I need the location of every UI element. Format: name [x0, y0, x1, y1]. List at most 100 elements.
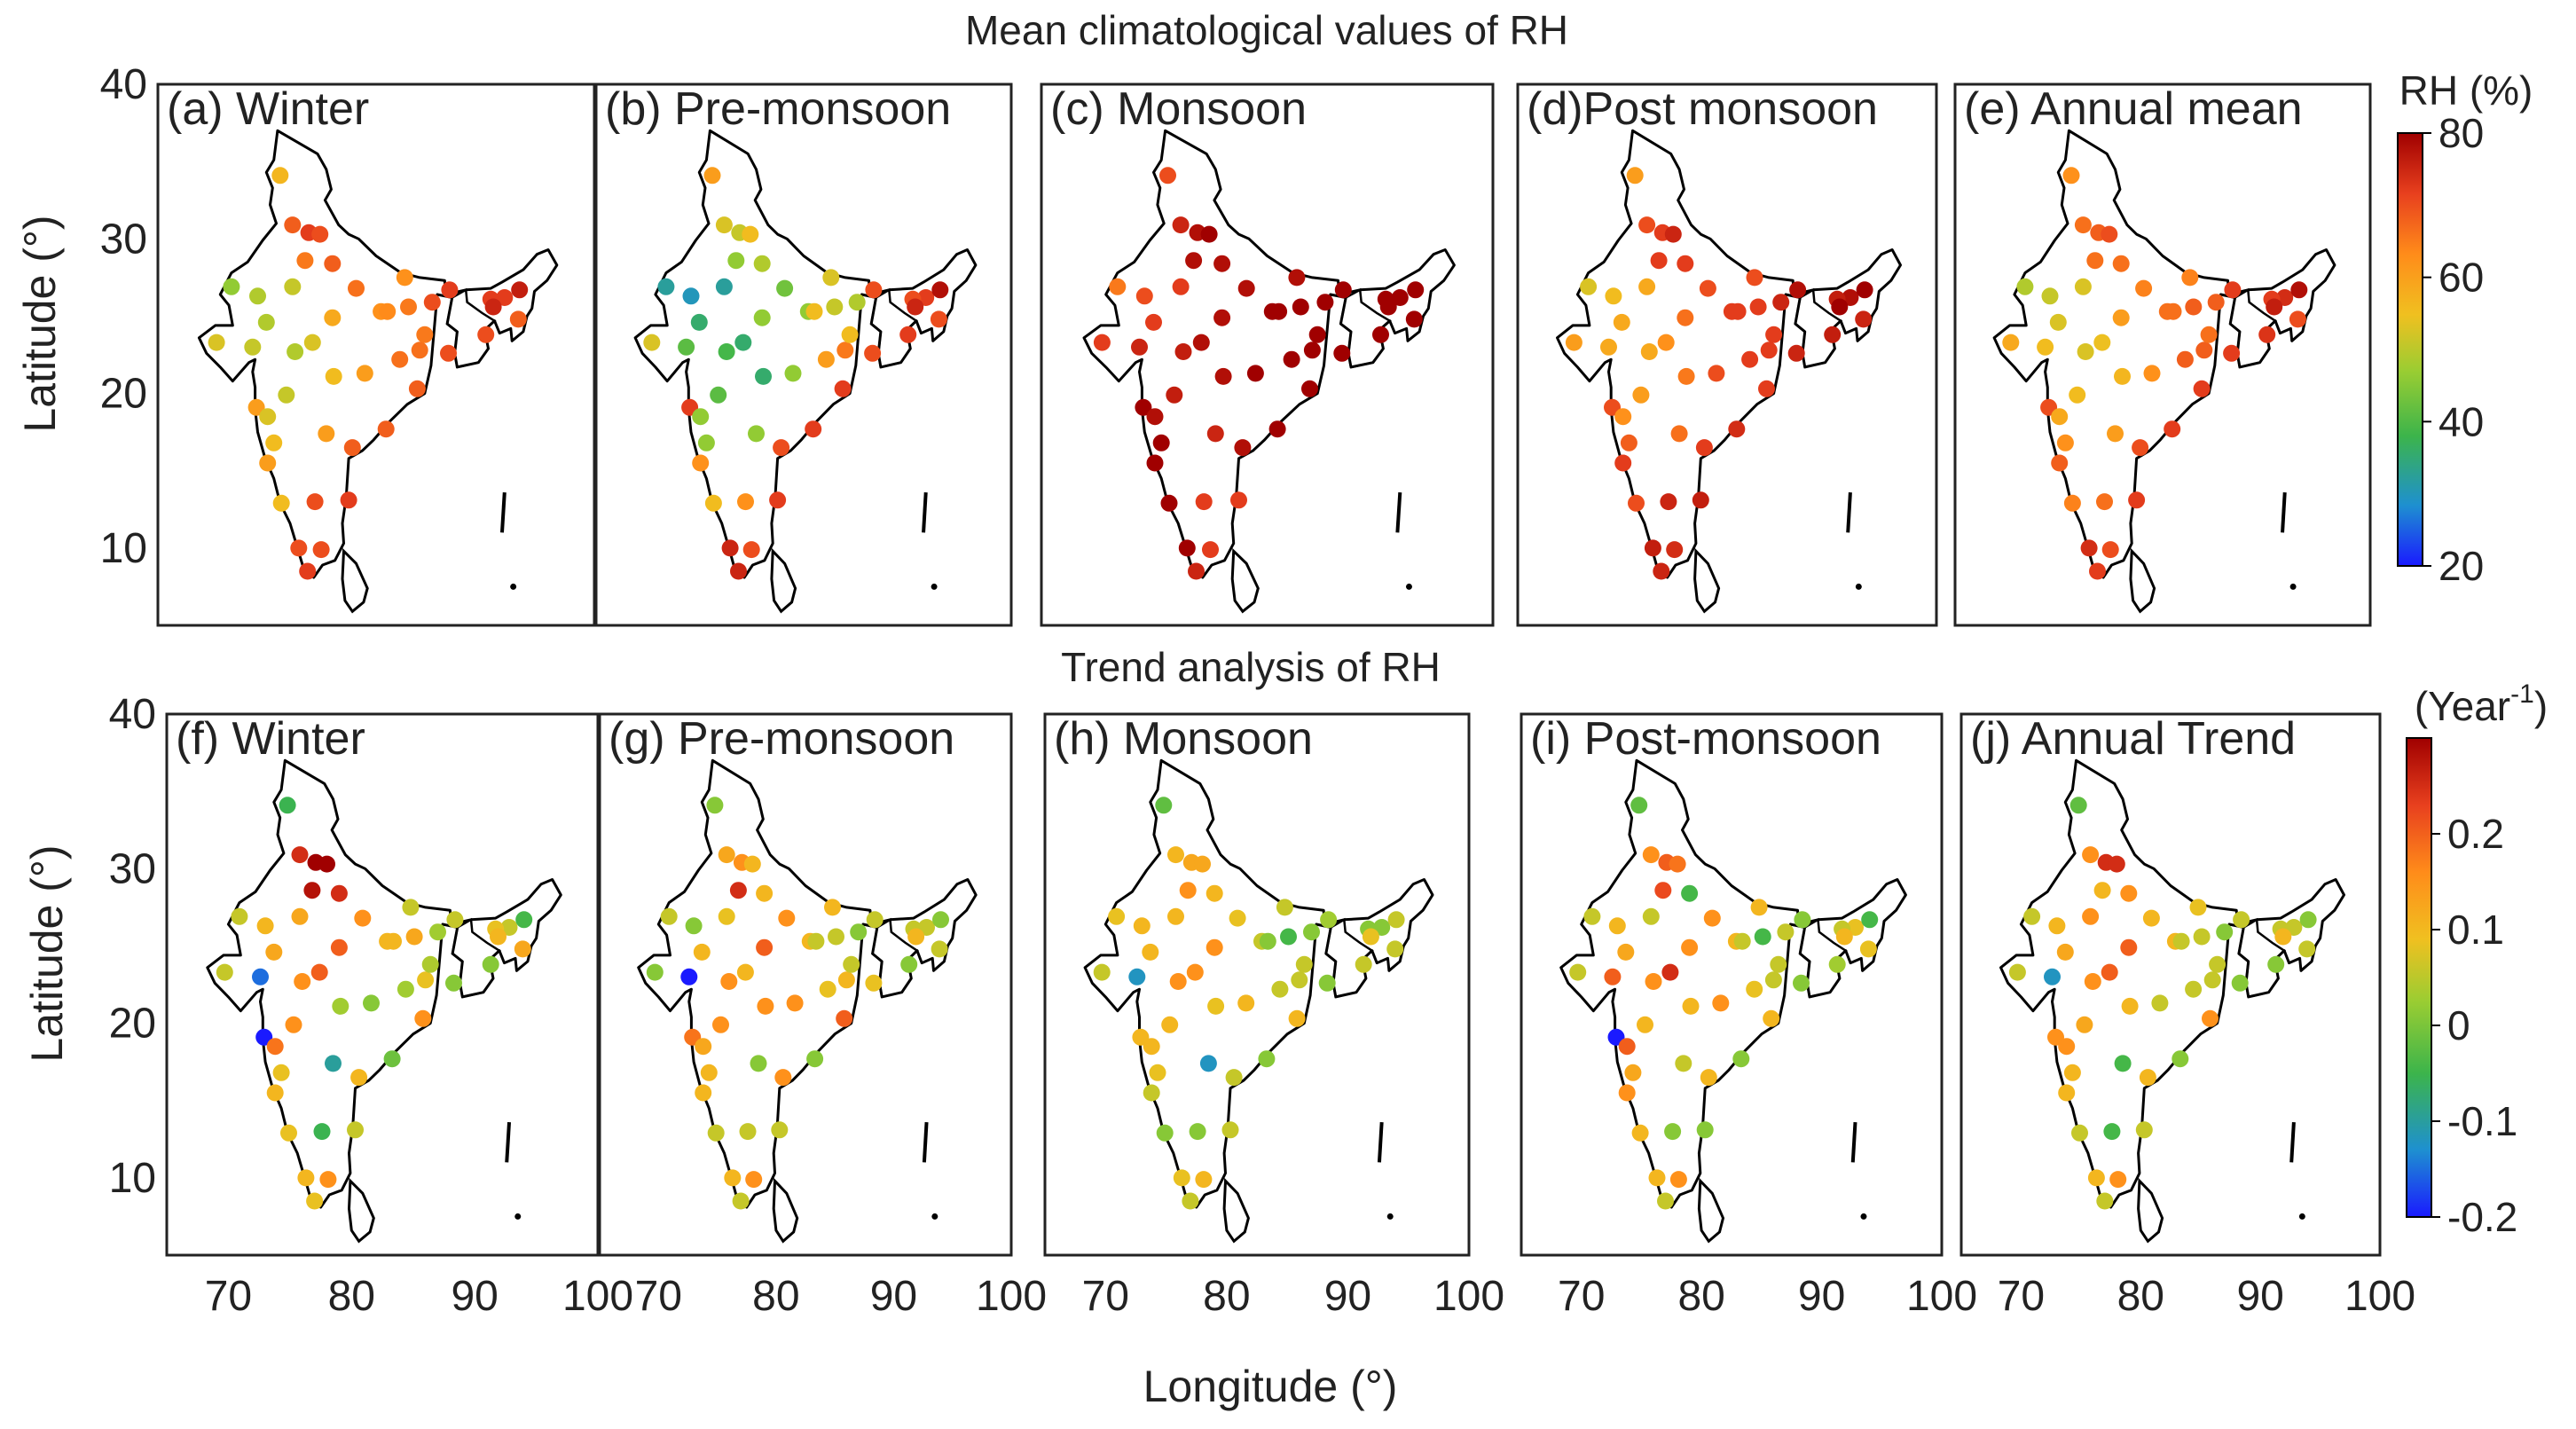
rh-station-marker: [377, 420, 395, 438]
panel-frame: [1959, 712, 2382, 1257]
panel-title: (h) Monsoon: [1054, 713, 1313, 765]
rh-station-marker: [1200, 225, 1218, 243]
trend-station-marker: [1207, 997, 1225, 1015]
rh-station-marker: [899, 326, 917, 343]
rh-station-marker: [1765, 326, 1783, 343]
trend-station-marker: [1764, 971, 1782, 989]
sri-lanka-outline: [1693, 547, 1721, 614]
trend-station-marker: [1669, 1171, 1687, 1189]
rh-station-marker: [864, 344, 882, 362]
trend-station-marker: [402, 899, 420, 916]
trend-station-marker: [515, 911, 533, 929]
rh-station-marker: [753, 309, 771, 326]
rh-station-marker: [1288, 269, 1306, 287]
rh-station-marker: [2077, 343, 2094, 360]
trend-station-marker: [2151, 994, 2169, 1012]
sri-lanka-outline: [341, 547, 369, 614]
map-panel-g-pre-monsoon: (g) Pre-monsoon: [598, 712, 1013, 1257]
trend-station-marker: [2082, 846, 2100, 864]
rh-station-marker: [773, 439, 790, 457]
longitude-tick-label: 90: [451, 1273, 498, 1320]
rh-station-marker: [2195, 342, 2213, 359]
rh-station-marker: [284, 216, 302, 234]
longitude-tick-label: 80: [1203, 1273, 1250, 1320]
rh-station-marker: [730, 562, 747, 580]
rh-station-marker: [312, 541, 330, 559]
panel-frame: [1520, 712, 1944, 1257]
rh-station-marker: [265, 434, 283, 451]
trend-station-marker: [2023, 907, 2041, 925]
trend-station-marker: [2058, 1084, 2076, 1102]
india-outline: [637, 758, 978, 1209]
trend-station-marker: [1861, 911, 1879, 929]
rh-station-marker: [2290, 281, 2308, 299]
longitude-tick-label: 90: [2236, 1273, 2283, 1320]
latitude-tick-label: 20: [109, 1001, 156, 1048]
rh-station-marker: [2258, 326, 2276, 343]
rh-station-marker: [2143, 365, 2161, 382]
longitude-tick-label: 100: [1433, 1273, 1504, 1320]
india-outline: [1082, 129, 1456, 579]
trend-station-marker: [1696, 1121, 1714, 1139]
rh-station-marker: [1831, 298, 1849, 316]
trend-station-marker: [1828, 955, 1846, 973]
trend-station-marker: [350, 1069, 368, 1087]
trend-station-marker: [1276, 899, 1293, 916]
map-panel-j-annual-trend: (j) Annual Trend: [1959, 712, 2382, 1257]
trend-station-marker: [660, 907, 678, 925]
trend-station-marker: [482, 955, 499, 973]
rh-station-marker: [416, 326, 434, 343]
rh-station-marker: [306, 493, 324, 511]
rh-station-marker: [2086, 252, 2104, 270]
rh-station-marker: [1213, 309, 1231, 326]
panel-title: (c) Monsoon: [1050, 83, 1307, 135]
trend-station-marker: [1631, 1124, 1649, 1142]
rh-station-marker: [2176, 350, 2194, 368]
rh-station-marker: [423, 294, 441, 311]
sri-lanka-outline: [2129, 547, 2156, 614]
andaman-islands: [1850, 1121, 1857, 1163]
trend-station-marker: [850, 923, 868, 941]
trend-station-marker: [252, 968, 269, 985]
rh-station-marker: [484, 298, 502, 316]
rh-station-marker: [1644, 539, 1661, 557]
trend-station-marker: [2087, 1169, 2105, 1187]
longitude-tick-label: 80: [2117, 1273, 2164, 1320]
rh-station-marker: [817, 350, 835, 368]
trend-station-marker: [1645, 973, 1662, 990]
trend-station-marker: [700, 1064, 718, 1081]
rh-station-marker: [1135, 398, 1152, 416]
rh-station-marker: [704, 494, 722, 512]
rh-station-marker: [2200, 326, 2218, 343]
rh-station-marker: [721, 539, 739, 557]
trend-station-marker: [756, 938, 774, 956]
trend-station-marker: [1637, 1016, 1653, 1033]
rh-station-marker: [1789, 281, 1807, 299]
rh-station-marker: [1565, 334, 1583, 351]
nicobar-islands: [1860, 1213, 1867, 1220]
trend-station-marker: [429, 923, 446, 941]
trend-station-marker: [500, 919, 518, 936]
rh-station-marker: [1640, 343, 1658, 360]
trend-station-marker: [1583, 907, 1601, 925]
trend-station-marker: [774, 1069, 792, 1087]
rh-station-marker: [278, 386, 295, 404]
trend-station-marker: [1149, 1064, 1166, 1081]
rh-station-marker: [1614, 454, 1632, 472]
trend-station-marker: [1291, 971, 1308, 989]
sri-lanka-outline: [1222, 1177, 1250, 1244]
rh-station-marker: [692, 408, 710, 426]
longitude-tick-label: 70: [205, 1273, 252, 1320]
panel-title: (e) Annual mean: [1964, 83, 2303, 135]
trend-station-marker: [2267, 955, 2285, 973]
rh-station-marker: [1666, 541, 1684, 559]
rh-station-marker: [325, 367, 342, 385]
rh-station-marker: [1407, 281, 1425, 299]
trend-station-marker: [1624, 1064, 1642, 1081]
rh-station-marker: [742, 225, 759, 243]
colorbar-tick-label: 0: [2447, 1002, 2470, 1048]
rh-station-marker: [1664, 225, 1682, 243]
longitude-tick-label: 100: [976, 1273, 1047, 1320]
andaman-islands: [922, 491, 928, 533]
rh-station-marker: [2041, 287, 2059, 305]
